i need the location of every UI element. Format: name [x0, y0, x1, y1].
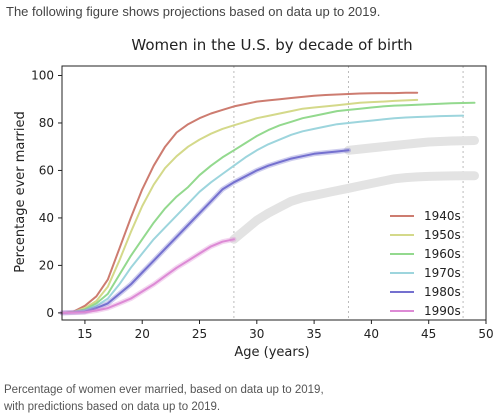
series-line-1950s [61, 98, 419, 314]
series-line-1990s [61, 238, 235, 314]
x-tick-label-50: 50 [478, 327, 493, 341]
chart-title: Women in the U.S. by decade of birth [131, 36, 412, 54]
legend-label-1950s: 1950s [424, 228, 461, 242]
y-tick-label-20: 20 [39, 258, 54, 272]
series-line-1960s [61, 101, 476, 314]
series-line-1970s [61, 114, 465, 314]
prediction-band-1980s [344, 136, 479, 155]
legend-label-1960s: 1960s [424, 247, 461, 261]
x-tick-label-15: 15 [77, 327, 92, 341]
legend-label-1970s: 1970s [424, 266, 461, 280]
x-tick-label-30: 30 [249, 327, 264, 341]
y-tick-label-60: 60 [39, 163, 54, 177]
figure-caption: Percentage of women ever married, based … [4, 382, 324, 416]
series-glow-1980s [59, 147, 351, 316]
x-axis-label: Age (years) [234, 345, 309, 360]
intro-text: The following figure shows projections b… [6, 4, 381, 19]
legend-label-1990s: 1990s [424, 304, 461, 318]
legend-label-1940s: 1940s [424, 209, 461, 223]
series-glow-1990s [59, 236, 237, 316]
legend: 1940s 1950s 1960s 1970s 1980s 1990s [390, 209, 461, 318]
y-tick-label-40: 40 [39, 211, 54, 225]
x-tick-label-35: 35 [306, 327, 321, 341]
series-line-1980s [61, 149, 350, 314]
plot-area: 15 20 25 30 35 40 45 500204060801001940s1950s19… [31, 65, 494, 341]
legend-label-1980s: 1980s [424, 285, 461, 299]
caption-line-1: Percentage of women ever married, based … [4, 384, 324, 396]
y-axis-label: Percentage ever married [13, 111, 28, 272]
y-tick-label-0: 0 [46, 306, 54, 320]
x-tick-label-40: 40 [364, 327, 379, 341]
chart-svg: Women in the U.S. by decade of birth 15 2… [13, 36, 494, 360]
caption-line-2: with predictions based on data up to 201… [4, 401, 221, 413]
y-tick-label-80: 80 [39, 116, 54, 130]
x-tick-label-45: 45 [421, 327, 436, 341]
series-line-1940s [61, 91, 419, 314]
x-tick-label-25: 25 [192, 327, 207, 341]
chart-figure: Women in the U.S. by decade of birth 15 2… [0, 26, 500, 366]
x-tick-label-20: 20 [135, 327, 150, 341]
plot-frame [61, 65, 487, 321]
y-tick-label-100: 100 [31, 68, 54, 82]
prediction-band-1990s [229, 171, 479, 244]
